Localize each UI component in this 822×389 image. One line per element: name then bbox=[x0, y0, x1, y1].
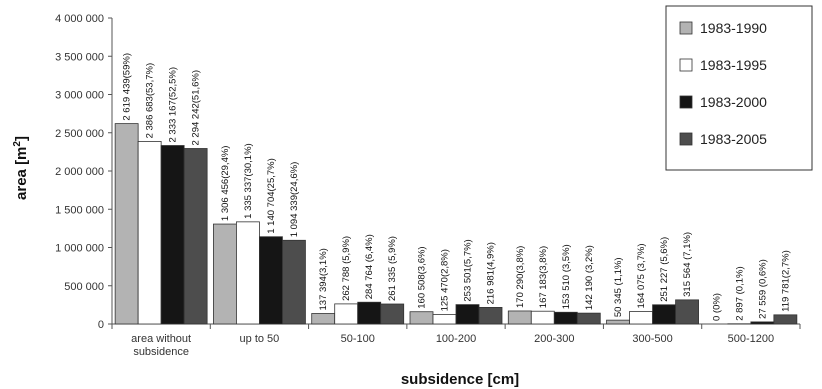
y-axis-title-main: area [m bbox=[13, 147, 30, 200]
data-label: 164 075 (3,7%) bbox=[636, 243, 647, 308]
bar bbox=[160, 145, 185, 325]
data-label: 170 290(3,8%) bbox=[515, 246, 526, 308]
y-tick-label: 4 000 000 bbox=[55, 13, 104, 25]
data-label: 119 781(2,7%) bbox=[780, 250, 791, 312]
legend-label: 1983-1990 bbox=[700, 20, 767, 36]
legend-swatch bbox=[679, 58, 693, 72]
data-label: 315 564 (7,1%) bbox=[682, 232, 693, 297]
y-tick-label: 500 000 bbox=[64, 281, 104, 293]
y-tick-label: 0 bbox=[98, 319, 104, 331]
y-tick-label: 2 000 000 bbox=[55, 166, 104, 178]
data-label: 2 619 439(59%) bbox=[122, 53, 133, 121]
data-label: 284 764 (6,4%) bbox=[364, 234, 375, 299]
y-axis-title-sup: 2 bbox=[12, 141, 23, 147]
data-label: 251 227 (5,6%) bbox=[659, 237, 670, 302]
bar bbox=[773, 314, 798, 325]
data-label: 253 501(5,7%) bbox=[463, 239, 474, 301]
legend-swatch bbox=[679, 132, 693, 146]
data-label: 50 345 (1,1%) bbox=[613, 257, 624, 317]
y-tick-label: 3 000 000 bbox=[55, 90, 104, 102]
bar bbox=[507, 310, 532, 325]
data-labels-layer: 2 619 439(59%) 2 386 683(53,7%) 2 333 167(… bbox=[122, 53, 792, 321]
bar bbox=[432, 314, 457, 325]
data-label: 137 394(3,1%) bbox=[318, 248, 329, 310]
legend-label: 1983-2005 bbox=[700, 131, 767, 147]
data-label: 160 508(3,6%) bbox=[417, 246, 428, 308]
data-label: 153 510 (3,5%) bbox=[561, 244, 572, 309]
bar bbox=[530, 310, 555, 325]
x-tick-label: subsidence bbox=[133, 346, 189, 358]
bars-layer bbox=[114, 123, 798, 325]
bar bbox=[183, 148, 208, 325]
bar bbox=[282, 239, 306, 325]
bar bbox=[357, 301, 382, 325]
bar bbox=[334, 303, 359, 325]
bar bbox=[606, 319, 630, 325]
x-tick-label: 300-500 bbox=[632, 333, 672, 345]
y-tick-label: 2 500 000 bbox=[55, 128, 104, 140]
legend-swatch bbox=[679, 21, 693, 35]
legend-label: 1983-2000 bbox=[700, 94, 767, 110]
bar bbox=[213, 223, 237, 325]
y-tick-label: 3 500 000 bbox=[55, 51, 104, 63]
bar bbox=[675, 299, 699, 325]
data-label: 216 981(4,9%) bbox=[486, 242, 497, 304]
bar bbox=[409, 311, 434, 325]
bar bbox=[553, 311, 578, 325]
y-axis-title-close: ] bbox=[13, 136, 30, 141]
data-label: 2 333 167(52,5%) bbox=[168, 67, 179, 143]
data-label: 27 559 (0,6%) bbox=[757, 259, 768, 319]
bar bbox=[236, 221, 260, 325]
bar bbox=[478, 307, 503, 325]
data-label: 0 (0%) bbox=[711, 293, 722, 321]
legend-swatch bbox=[679, 95, 693, 109]
x-tick-label: area without bbox=[131, 333, 191, 345]
x-axis-title: subsidence [cm] bbox=[401, 371, 519, 388]
bar bbox=[629, 311, 653, 325]
data-label: 2 386 683(53,7%) bbox=[145, 63, 156, 139]
bar bbox=[750, 321, 775, 325]
legend: 1983-1990 1983-1995 1983-2000 1983-2005 bbox=[665, 5, 813, 171]
data-label: 2 294 242(51,6%) bbox=[191, 70, 202, 146]
data-label: 1 306 456(29,4%) bbox=[220, 146, 231, 222]
data-label: 125 470(2,8%) bbox=[440, 249, 451, 311]
data-label: 142 190 (3,2%) bbox=[584, 245, 595, 310]
axes-layer: 0 500 000 1 000 000 1 500 000 2 000 000 2 500… bbox=[55, 13, 801, 358]
bar bbox=[311, 313, 336, 325]
x-tick-label: 100-200 bbox=[436, 333, 476, 345]
data-label: 1 094 339(24,6%) bbox=[289, 162, 300, 238]
data-label: 261 335 (5,9%) bbox=[387, 236, 398, 301]
x-tick-label: 50-100 bbox=[341, 333, 375, 345]
bar bbox=[137, 141, 162, 325]
data-label: 262 788 (5,9%) bbox=[341, 236, 352, 301]
data-label: 167 183(3,8%) bbox=[538, 246, 549, 308]
bar bbox=[380, 303, 405, 325]
bar bbox=[576, 312, 601, 325]
data-label: 1 140 704(25,7%) bbox=[266, 158, 277, 234]
bar bbox=[455, 304, 480, 325]
data-label: 2 897 (0,1%) bbox=[734, 266, 745, 320]
bar bbox=[114, 123, 139, 325]
x-tick-label: up to 50 bbox=[240, 333, 280, 345]
y-tick-label: 1 000 000 bbox=[55, 243, 104, 255]
legend-label: 1983-1995 bbox=[700, 57, 767, 73]
y-tick-label: 1 500 000 bbox=[55, 204, 104, 216]
x-tick-label: 500-1200 bbox=[728, 333, 775, 345]
y-axis-title: area [m2] bbox=[12, 136, 30, 200]
data-label: 1 335 337(30,1%) bbox=[243, 143, 254, 219]
bar bbox=[259, 236, 283, 325]
x-tick-label: 200-300 bbox=[534, 333, 574, 345]
bar bbox=[652, 304, 676, 325]
